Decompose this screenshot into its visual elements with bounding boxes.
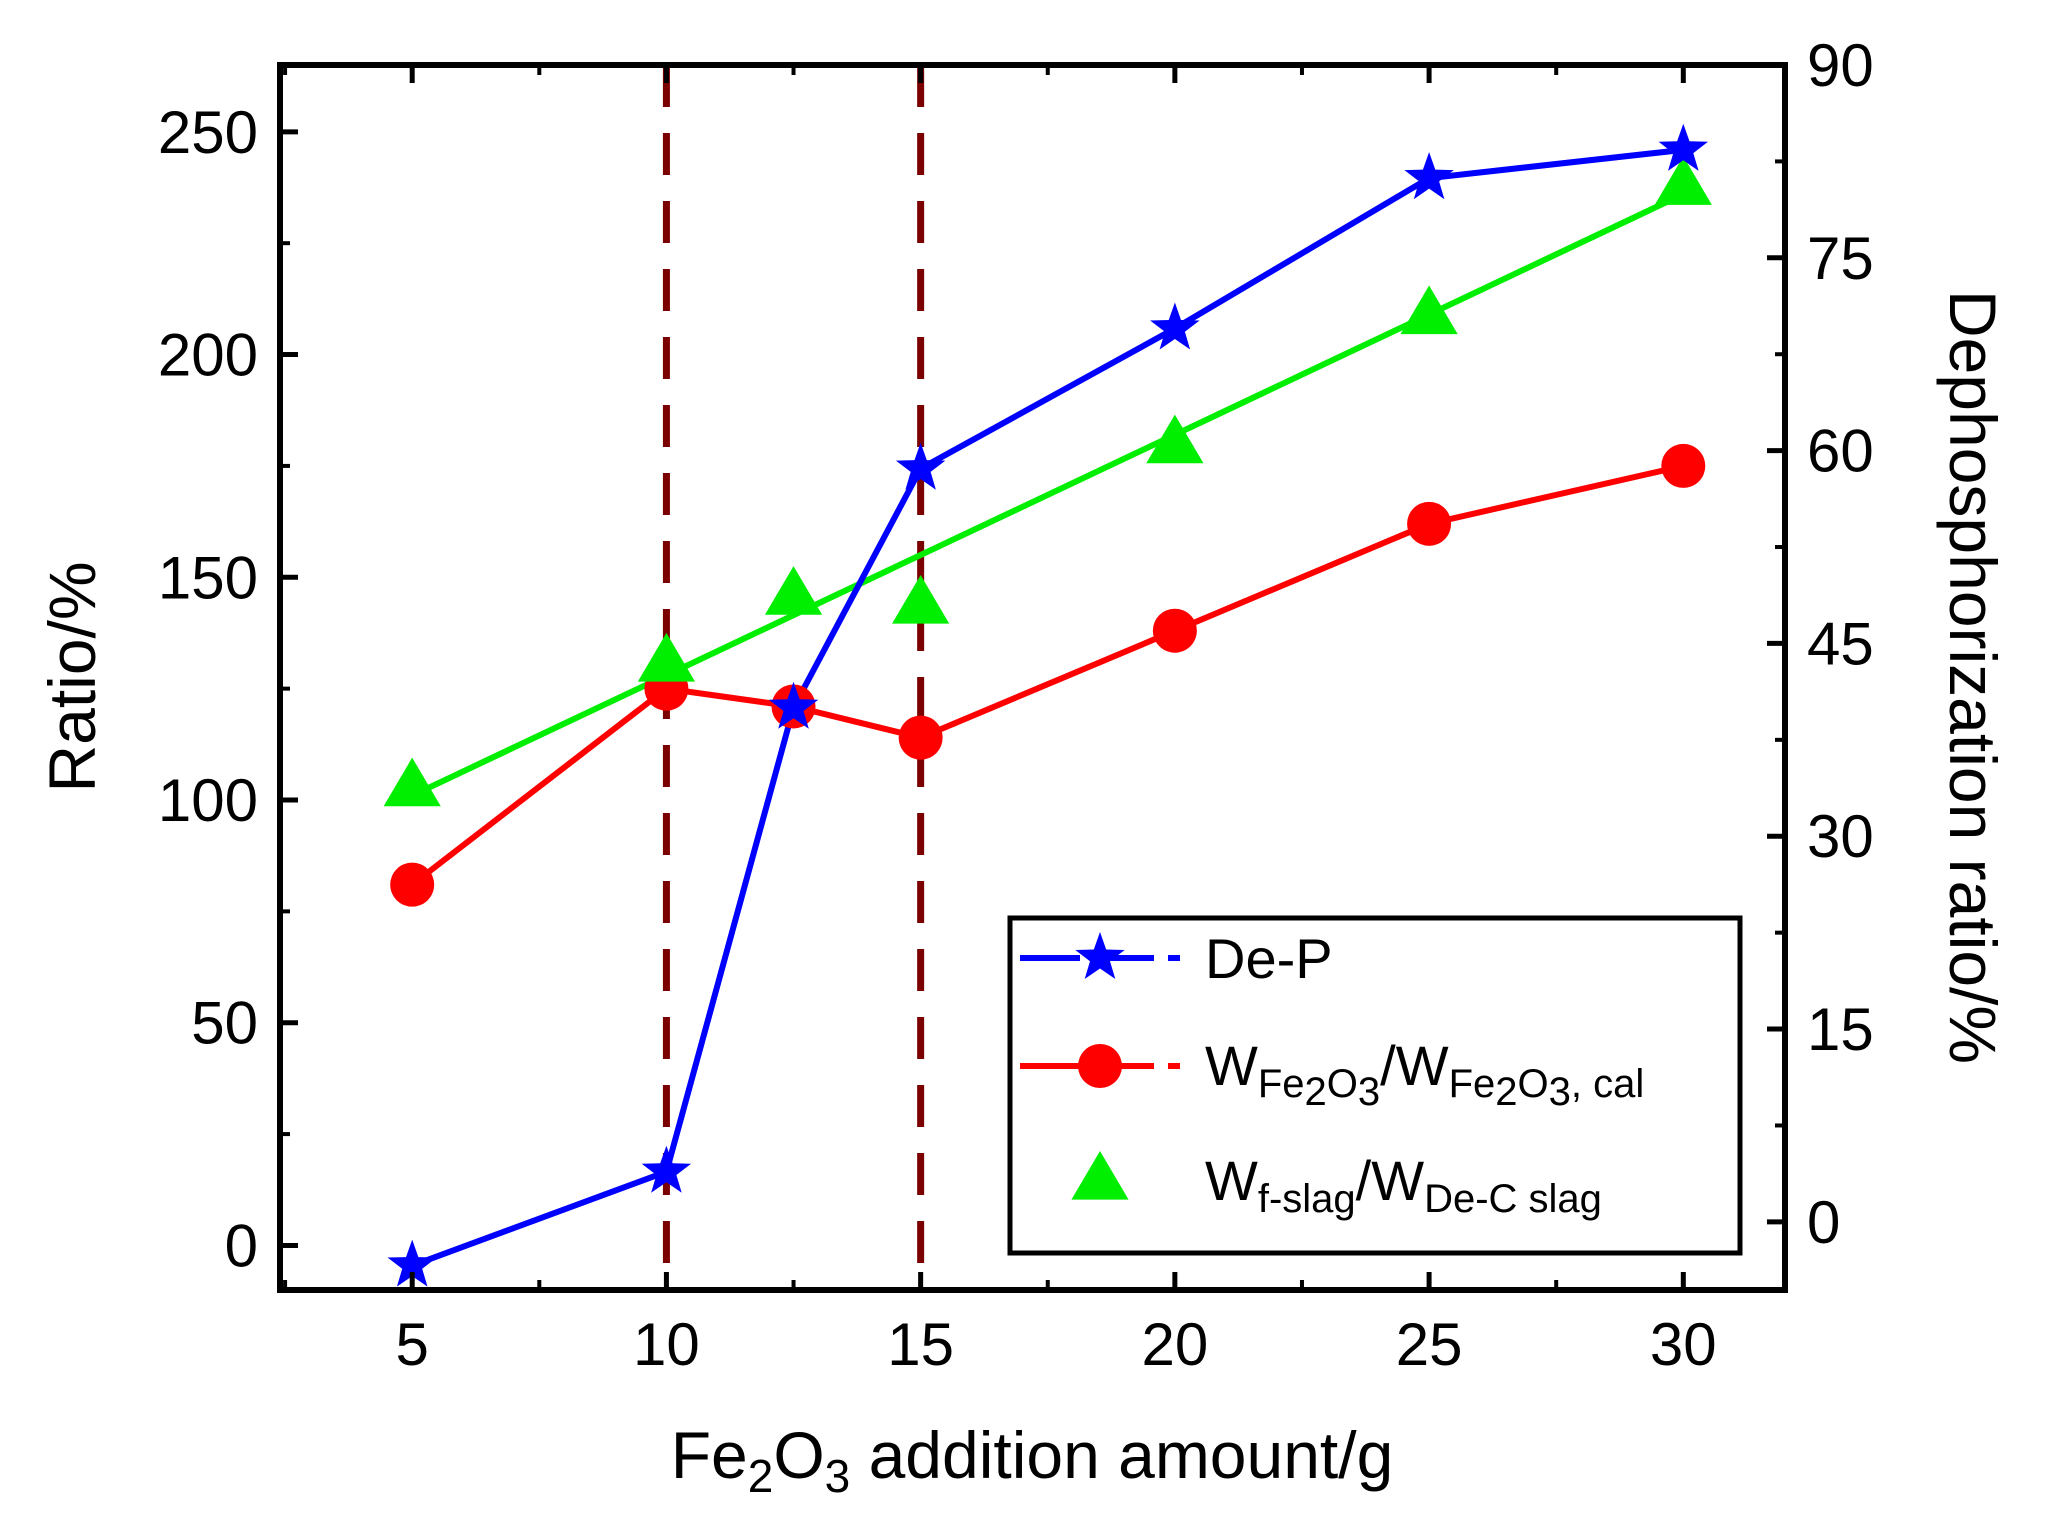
fe2o3-ratio-point: [1661, 443, 1706, 488]
y-right-tick-label: 45: [1807, 610, 1874, 677]
y-left-tick-label: 250: [158, 99, 258, 166]
x-tick-label: 15: [887, 1311, 954, 1378]
slag-ratio-point: [383, 757, 441, 807]
de-p-point: [1150, 302, 1200, 350]
series-layer: [383, 123, 1712, 1287]
y-left-axis-title: Ratio/%: [35, 561, 109, 792]
slag-ratio-point: [1400, 285, 1458, 335]
legend-label-slag-ratio: Wf-slag/WDe-C slag: [1205, 1149, 1602, 1221]
fe2o3-ratio-point: [390, 862, 435, 907]
slag-ratio-point: [637, 632, 696, 682]
x-tick-label: 30: [1650, 1311, 1717, 1378]
de-p-point: [768, 681, 819, 729]
slag-fit-line: [410, 191, 1685, 799]
slag-ratio-point: [1654, 156, 1712, 205]
slag-ratio-point: [892, 574, 950, 624]
y-left-tick-label: 100: [158, 767, 258, 834]
x-tick-label: 10: [633, 1311, 700, 1378]
fe2o3-ratio-point: [1407, 501, 1452, 546]
y-right-tick-label: 90: [1807, 32, 1874, 99]
y-left-tick-label: 0: [225, 1212, 258, 1279]
slag-ratio-point: [764, 566, 823, 615]
de-p-point: [895, 442, 946, 490]
de-p-point: [1658, 123, 1708, 171]
legend: De-P WFe2O3/WFe2O3, cal Wf-slag/WDe-C sl…: [1007, 915, 1743, 1256]
y-right-tick-label: 75: [1807, 225, 1874, 292]
legend-marker-de-p: [1075, 932, 1125, 979]
y-left-tick-label: 200: [158, 322, 258, 389]
y-right-tick-label: 60: [1807, 418, 1874, 485]
plot-frame: [277, 62, 1788, 1293]
legend-label-de-p: De-P: [1205, 927, 1333, 990]
y-right-tick-label: 15: [1807, 996, 1874, 1063]
y-left-tick-label: 150: [158, 544, 258, 611]
x-tick-label: 25: [1396, 1311, 1463, 1378]
de-p-point: [641, 1145, 692, 1193]
de-p-point: [387, 1239, 437, 1287]
legend-marker-fe2o3-ratio: [1078, 1044, 1122, 1088]
y-right-tick-label: 0: [1807, 1189, 1840, 1256]
y-right-tick-label: 30: [1807, 803, 1874, 870]
fe2o3-ratio-point: [1152, 608, 1197, 653]
legend-box: [1007, 915, 1743, 1256]
legend-label-fe2o3-ratio: WFe2O3/WFe2O3, cal: [1205, 1034, 1644, 1114]
x-tick-label: 5: [396, 1311, 429, 1378]
legend-marker-slag-ratio: [1071, 1150, 1129, 1200]
slag-ratio-point: [1146, 414, 1204, 464]
legend-markers: [1020, 932, 1180, 1200]
x-tick-label: 20: [1141, 1311, 1208, 1378]
y-left-tick-label: 50: [191, 990, 258, 1057]
fe2o3-ratio-point: [898, 715, 943, 760]
axis-ticks: 5 10 15 20 25 30 0 50 100 150 200 250 0 15 30 45 60 75 90: [158, 32, 1874, 1378]
x-axis-title: Fe2O3 addition amount/g: [671, 1418, 1394, 1502]
de-p-point: [1404, 152, 1454, 200]
y-right-axis-title: Dephosphorization ratio/%: [1936, 290, 2010, 1064]
